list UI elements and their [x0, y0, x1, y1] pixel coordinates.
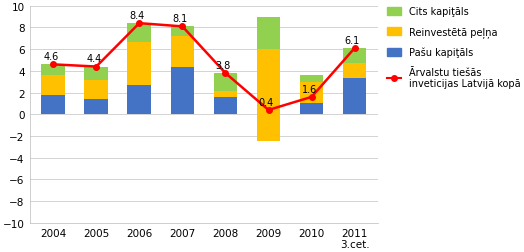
Bar — [127, 86, 151, 115]
Bar — [127, 24, 151, 42]
Bar — [41, 95, 65, 115]
Bar — [257, 50, 280, 115]
Legend: Cits kapiţāls, Reinvestētā peļņa, Pašu kapiţāls, Ārvalstu tiešās
inveticijas Lat: Cits kapiţāls, Reinvestētā peļņa, Pašu k… — [387, 7, 521, 89]
Bar — [300, 76, 323, 82]
Bar — [343, 64, 366, 79]
Text: 1.6: 1.6 — [302, 84, 317, 94]
Bar — [170, 37, 194, 67]
Bar — [257, 50, 280, 142]
Bar — [214, 98, 237, 115]
Bar — [214, 92, 237, 98]
Bar — [84, 67, 108, 80]
Bar — [170, 27, 194, 37]
Text: 8.1: 8.1 — [172, 14, 188, 24]
Text: 6.1: 6.1 — [345, 36, 360, 46]
Bar — [214, 74, 237, 92]
Text: 8.4: 8.4 — [129, 11, 145, 21]
Bar — [300, 82, 323, 115]
Bar — [41, 65, 65, 76]
Text: 0.4: 0.4 — [259, 97, 274, 107]
Text: 4.6: 4.6 — [43, 52, 59, 62]
Text: 4.4: 4.4 — [86, 54, 102, 64]
Bar — [41, 76, 65, 95]
Bar — [84, 100, 108, 115]
Text: 3.8: 3.8 — [216, 60, 231, 71]
Bar — [300, 82, 323, 104]
Bar — [170, 67, 194, 115]
Bar — [343, 49, 366, 64]
Bar — [257, 18, 280, 50]
Bar — [343, 79, 366, 115]
Bar — [84, 80, 108, 100]
Bar — [127, 42, 151, 86]
